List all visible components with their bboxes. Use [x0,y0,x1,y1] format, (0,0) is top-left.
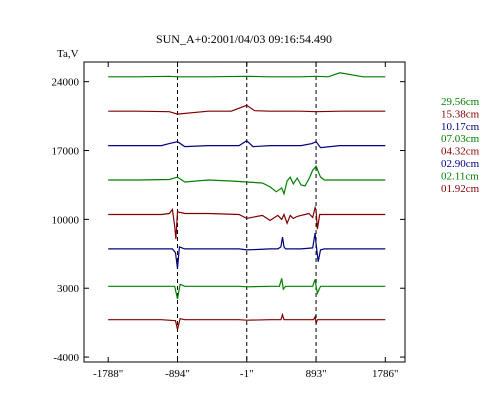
legend-entry: 02.11cm [441,170,479,182]
series-line [108,205,386,240]
series-line [108,104,386,115]
legend-entry: 04.32cm [441,146,480,158]
legend-entry: 10.17cm [441,121,480,133]
series-line [108,312,386,330]
legend-entry: 15.38cm [441,108,480,120]
x-axis-ticks: -1788" -894" -1" 893" 1786" [93,62,399,380]
chart-title: SUN_A+0:2001/04/03 09:16:54.490 [156,32,332,46]
series-line [108,165,386,196]
series-line [108,278,386,300]
y-tick-label: 3000 [57,283,80,295]
legend-entry: 29.56cm [441,96,480,108]
series-line [108,139,386,149]
y-tick-label: -4000 [53,352,79,364]
series-line [108,72,386,78]
plot-frame [83,61,406,363]
y-tick-label: 10000 [52,214,80,226]
legend-entry: 02.90cm [441,158,480,170]
x-tick-label: -1788" [93,368,123,380]
legend-entry: 01.92cm [441,183,480,195]
marker-lines [177,62,317,362]
x-tick-label: -894" [165,368,190,380]
x-tick-label: -1" [240,368,254,380]
series-group [108,72,386,330]
x-tick-label: 893" [306,368,327,380]
legend: 29.56cm15.38cm10.17cm07.03cm04.32cm02.90… [441,96,480,195]
y-axis-label: Ta,V [57,48,79,60]
series-line [108,233,386,269]
y-axis-ticks: 24000 17000 10000 3000 -4000 [52,77,405,364]
y-tick-label: 17000 [52,146,80,158]
y-tick-label: 24000 [52,77,80,89]
legend-entry: 07.03cm [441,133,480,145]
x-tick-label: 1786" [372,368,399,380]
